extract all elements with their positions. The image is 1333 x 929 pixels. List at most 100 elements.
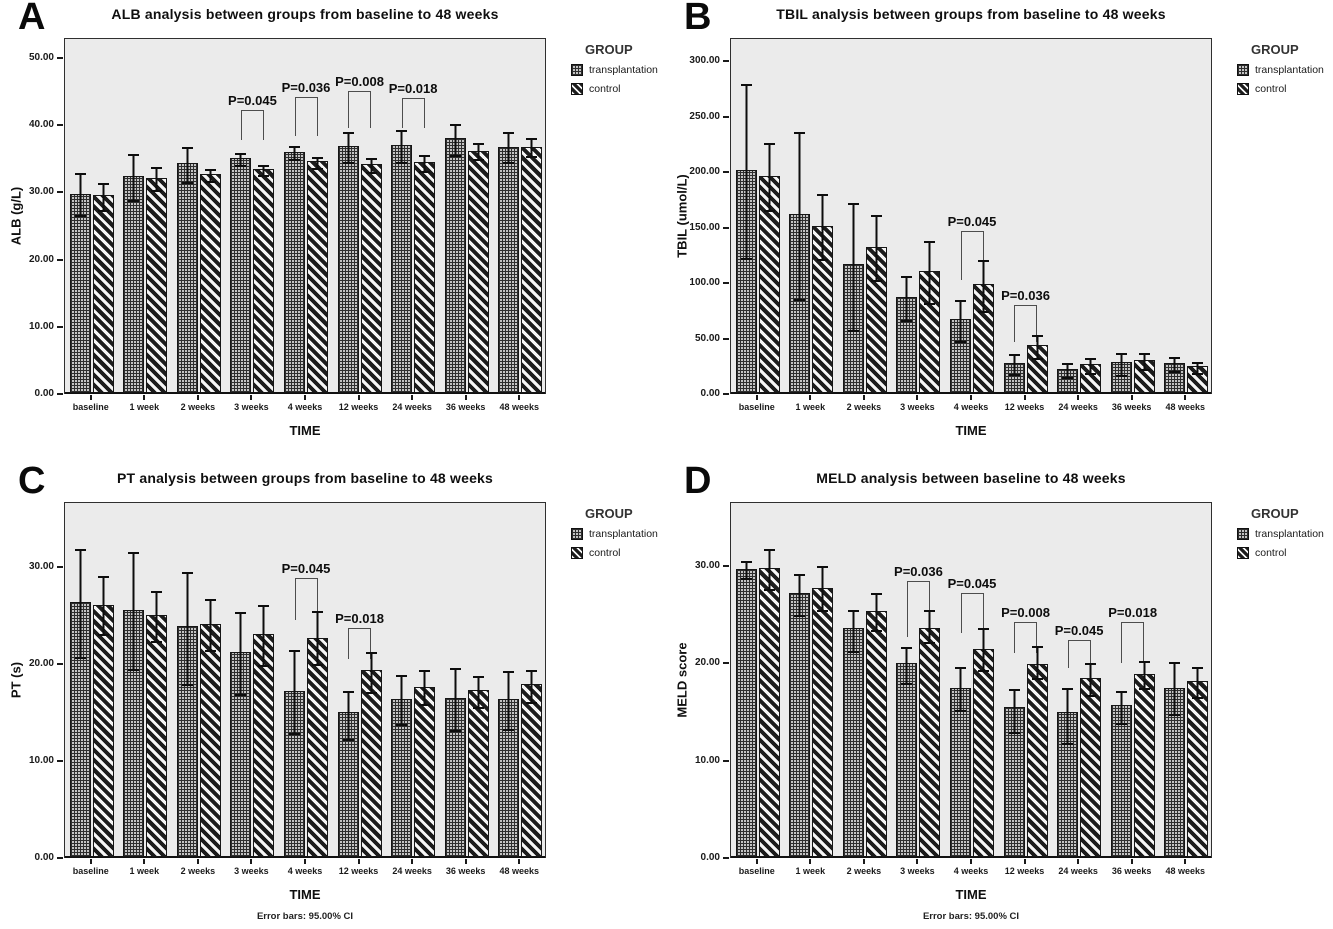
error-bar-control-1-week xyxy=(151,591,163,643)
x-category-label: baseline xyxy=(72,866,109,876)
y-tick-label: 0.00 xyxy=(34,388,54,399)
x-tick-mark xyxy=(1023,395,1026,400)
error-bar-control-36-weeks xyxy=(472,143,484,162)
y-tick-mark xyxy=(57,759,63,762)
error-bar-control-4-weeks xyxy=(978,259,989,313)
significance-bracket-4-weeks xyxy=(960,593,984,634)
error-bar-control-12-weeks xyxy=(1031,335,1043,360)
x-category-label: 1 week xyxy=(129,402,160,412)
x-category-label: baseline xyxy=(72,402,109,412)
legend-item-transplantation: transplantation xyxy=(571,64,658,76)
x-tick-mark xyxy=(1130,859,1133,864)
error-bar-transplantation-1-week xyxy=(128,153,140,203)
bar-transplantation-3-weeks xyxy=(230,157,252,393)
diagonal-pattern-swatch-icon xyxy=(1237,83,1249,95)
error-bar-transplantation-2-weeks xyxy=(847,203,859,332)
error-bar-control-baseline xyxy=(763,143,775,212)
y-tick-label: 100.00 xyxy=(689,277,720,289)
diagonal-pattern-swatch-icon xyxy=(571,547,583,559)
plot-area: P=0.045 P=0.036 xyxy=(730,38,1212,394)
y-axis-title: TBIL (umol/L) xyxy=(674,174,690,258)
x-axis-line xyxy=(731,392,1211,394)
bar-control-36-weeks xyxy=(467,150,489,393)
bar-transplantation-48-weeks xyxy=(1164,687,1186,857)
bar-transplantation-48-weeks xyxy=(498,146,520,393)
bar-transplantation-12-weeks xyxy=(337,145,359,393)
y-tick-label: 10.00 xyxy=(28,754,54,766)
x-tick-mark xyxy=(357,395,360,400)
bar-control-2-weeks xyxy=(865,246,887,393)
x-category-label: 36 weeks xyxy=(1111,402,1152,412)
x-axis-line xyxy=(65,856,545,858)
error-bar-transplantation-1-week xyxy=(794,132,806,301)
bar-control-24-weeks xyxy=(414,161,436,393)
error-bar-control-48-weeks xyxy=(1192,667,1204,699)
bar-control-24-weeks xyxy=(1080,678,1102,857)
p-value-label: P=0.036 xyxy=(894,563,943,579)
error-bar-transplantation-36-weeks xyxy=(1115,690,1127,725)
bar-control-1-week xyxy=(812,225,834,393)
x-tick-mark xyxy=(916,395,919,400)
error-bar-transplantation-36-weeks xyxy=(449,667,461,732)
p-value-label: P=0.045 xyxy=(947,213,997,229)
y-tick-mark xyxy=(723,393,729,395)
error-bar-transplantation-baseline xyxy=(74,173,86,217)
error-bar-control-3-weeks xyxy=(924,240,936,306)
significance-bracket-3-weeks xyxy=(240,109,264,140)
bar-control-48-weeks xyxy=(1187,680,1209,857)
error-bar-control-3-weeks xyxy=(258,164,270,177)
error-bar-transplantation-2-weeks xyxy=(181,147,193,185)
x-tick-mark xyxy=(196,859,199,864)
x-tick-mark xyxy=(143,395,146,400)
x-category-label: 36 weeks xyxy=(1111,866,1152,876)
significance-bracket-12-weeks xyxy=(1014,621,1038,653)
error-bar-transplantation-12-weeks xyxy=(1008,688,1020,734)
y-tick-mark xyxy=(57,325,63,328)
bar-control-1-week xyxy=(812,587,834,857)
y-tick-label: 0.00 xyxy=(700,852,720,863)
error-bar-transplantation-12-weeks xyxy=(1008,353,1020,377)
bar-control-4-weeks xyxy=(307,161,328,393)
y-tick-mark xyxy=(723,226,729,229)
legend-item-transplantation: transplantation xyxy=(1237,528,1324,540)
y-tick-mark xyxy=(57,258,63,261)
p-value-label: P=0.008 xyxy=(335,73,384,89)
bar-transplantation-24-weeks xyxy=(391,145,413,393)
bar-transplantation-1-week xyxy=(123,609,145,857)
error-bar-transplantation-4-weeks xyxy=(289,146,300,162)
x-category-label: 4 weeks xyxy=(953,866,989,876)
bar-transplantation-2-weeks xyxy=(176,163,198,393)
bar-control-baseline xyxy=(758,175,780,393)
bar-control-4-weeks xyxy=(307,637,328,857)
x-tick-mark xyxy=(357,859,360,864)
x-tick-mark xyxy=(464,395,467,400)
error-bar-transplantation-48-weeks xyxy=(1169,357,1181,373)
error-bar-transplantation-2-weeks xyxy=(847,609,859,653)
bar-transplantation-1-week xyxy=(789,593,811,857)
y-tick-label: 20.00 xyxy=(28,253,54,265)
x-tick-mark xyxy=(196,395,199,400)
y-tick-mark xyxy=(723,60,729,63)
x-tick-mark xyxy=(1130,395,1133,400)
bar-transplantation-baseline xyxy=(69,601,91,857)
legend-item-transplantation: transplantation xyxy=(1237,64,1324,76)
legend-item-control: control xyxy=(571,83,658,95)
x-tick-mark xyxy=(411,395,414,400)
error-bar-control-36-weeks xyxy=(1138,352,1150,371)
bar-control-12-weeks xyxy=(1026,664,1048,857)
error-bar-transplantation-24-weeks xyxy=(396,674,408,727)
bar-control-36-weeks xyxy=(1133,674,1155,857)
x-category-label: 1 week xyxy=(795,866,826,876)
x-tick-mark xyxy=(809,395,812,400)
error-bar-transplantation-36-weeks xyxy=(449,123,461,158)
bar-transplantation-36-weeks xyxy=(1110,705,1132,857)
y-tick-mark xyxy=(57,662,63,665)
bar-control-24-weeks xyxy=(414,687,436,857)
x-tick-mark xyxy=(1184,859,1187,864)
error-bar-control-12-weeks xyxy=(365,652,377,695)
bar-transplantation-baseline xyxy=(735,569,757,857)
error-bar-transplantation-48-weeks xyxy=(503,131,515,164)
x-category-label: 12 weeks xyxy=(338,402,379,412)
p-value-label: P=0.036 xyxy=(1001,288,1050,304)
error-bar-transplantation-3-weeks xyxy=(235,152,247,168)
